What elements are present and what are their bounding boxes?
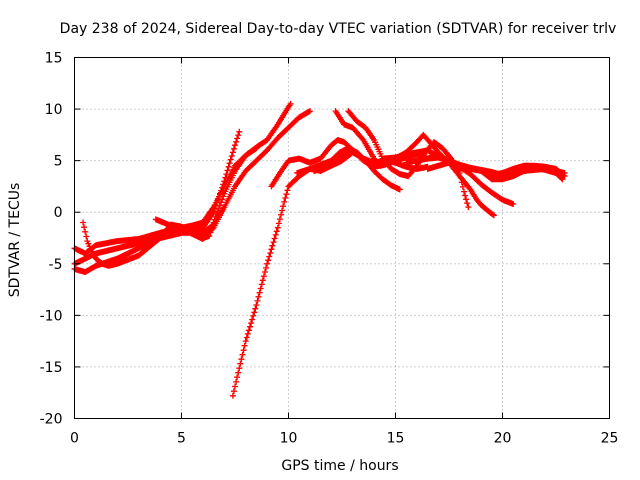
x-tick-label: 25 — [601, 431, 619, 447]
grid-lines — [74, 57, 610, 419]
x-tick-label: 5 — [177, 431, 186, 447]
series-arc-14 — [294, 149, 431, 176]
y-tick-label: -10 — [40, 308, 63, 324]
y-tick-label: -20 — [40, 412, 63, 428]
y-tick-label: 10 — [45, 102, 63, 118]
axis-ticks: 0 5 10 15 20 25 -20 -15 -10 -5 0 5 10 15 — [40, 51, 619, 447]
y-tick-label: 0 — [54, 205, 63, 221]
y-tick-label: -15 — [40, 360, 63, 376]
y-tick-label: 5 — [54, 154, 63, 170]
x-tick-label: 15 — [387, 431, 405, 447]
series-points — [294, 149, 431, 176]
y-tick-label: 15 — [45, 51, 63, 67]
y-tick-label: -5 — [49, 257, 63, 273]
x-axis-label: GPS time / hours — [281, 458, 398, 474]
x-tick-label: 0 — [70, 431, 79, 447]
x-tick-label: 10 — [280, 431, 298, 447]
plot-frame — [74, 57, 610, 419]
y-axis-label: SDTVAR / TECUs — [7, 183, 23, 298]
series-arc-5 — [152, 204, 228, 242]
data-series — [71, 100, 568, 399]
chart-title: Day 238 of 2024, Sidereal Day-to-day VTE… — [60, 21, 617, 37]
x-tick-label: 20 — [494, 431, 512, 447]
series-points — [152, 204, 228, 242]
